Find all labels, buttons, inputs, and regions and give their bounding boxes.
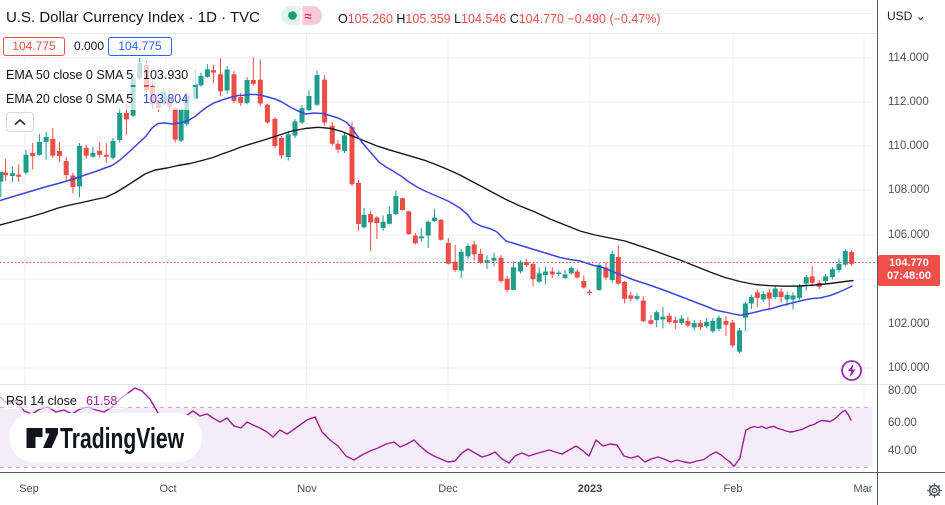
svg-text:TradingView: TradingView — [60, 423, 184, 455]
svg-text:≈: ≈ — [304, 9, 311, 24]
